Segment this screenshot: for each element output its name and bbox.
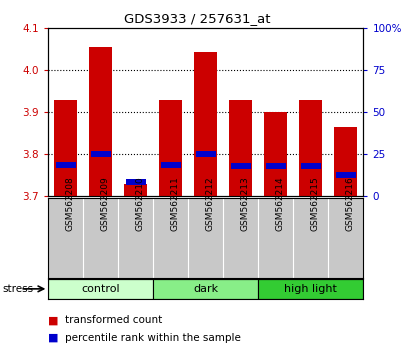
Bar [231, 163, 251, 169]
Bar [265, 163, 286, 169]
Text: ■: ■ [48, 315, 59, 325]
Bar [160, 162, 181, 168]
Bar [196, 152, 216, 158]
Bar [55, 100, 77, 196]
Bar [124, 184, 147, 196]
Bar [126, 179, 146, 185]
Bar [153, 279, 258, 299]
Bar [301, 163, 321, 169]
Bar [336, 172, 356, 178]
Text: GSM562210: GSM562210 [136, 176, 145, 231]
Bar [160, 100, 182, 196]
Bar [299, 100, 322, 196]
Bar [91, 152, 111, 158]
Bar [55, 162, 76, 168]
Text: GSM562215: GSM562215 [311, 176, 320, 231]
Text: control: control [81, 284, 120, 294]
Text: GSM562209: GSM562209 [101, 176, 110, 231]
Text: GSM562208: GSM562208 [66, 176, 75, 231]
Text: GSM562214: GSM562214 [276, 177, 285, 231]
Bar [258, 279, 363, 299]
Bar [48, 279, 153, 299]
Text: stress: stress [2, 284, 33, 294]
Bar [89, 47, 112, 196]
Text: transformed count: transformed count [65, 315, 163, 325]
Bar [334, 127, 357, 196]
Bar [229, 100, 252, 196]
Text: GDS3933 / 257631_at: GDS3933 / 257631_at [124, 12, 270, 25]
Text: dark: dark [193, 284, 218, 294]
Text: GSM562216: GSM562216 [346, 176, 355, 231]
Text: percentile rank within the sample: percentile rank within the sample [65, 333, 241, 343]
Text: high light: high light [284, 284, 337, 294]
Text: GSM562212: GSM562212 [206, 177, 215, 231]
Bar [265, 113, 287, 196]
Bar [194, 52, 217, 196]
Text: GSM562211: GSM562211 [171, 176, 180, 231]
Text: GSM562213: GSM562213 [241, 176, 250, 231]
Text: ■: ■ [48, 333, 59, 343]
